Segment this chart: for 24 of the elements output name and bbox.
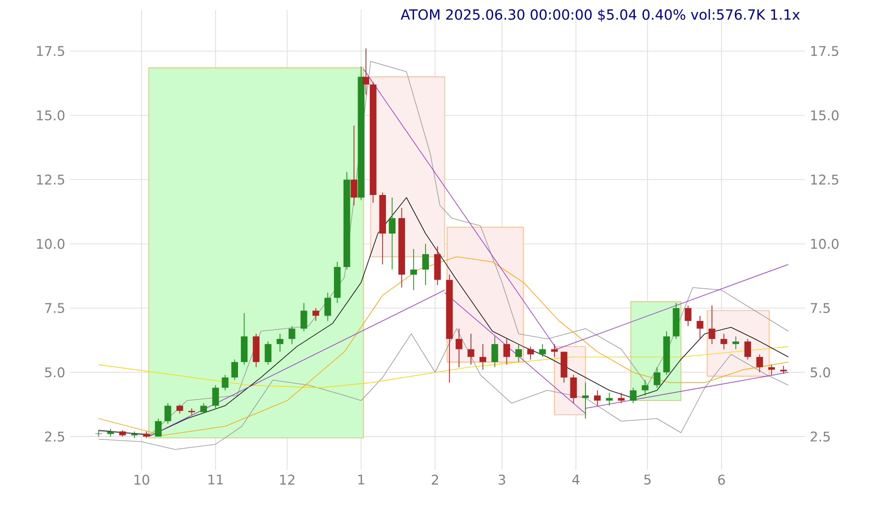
y-tick-label: 12.5 [37,174,64,185]
y-tick-label: 2.5 [45,432,64,442]
x-tick-label: 12 [280,474,294,485]
chart-title: ATOM 2025.06.30 00:00:00 $5.04 0.40% vol:576.7K 1.1x [400,9,800,22]
x-tick-label: 10 [134,474,150,485]
y2-tick-label: 2.5 [810,432,830,442]
x-tick-label: 4 [572,474,580,484]
y2-tick-label: 5.0 [810,367,830,378]
x-tick-label: 6 [718,474,725,485]
x-tick-label: 5 [644,474,651,485]
x-tick-label: 2 [432,474,438,485]
y2-tick-label: 17.5 [811,46,838,56]
y2-tick-label: 7.5 [810,303,830,314]
y2-tick-label: 10.0 [811,238,839,249]
x-tick-label: 11 [208,474,223,484]
y2-tick-label: 15.0 [811,110,839,120]
y-tick-label: 10.0 [37,238,64,249]
y-tick-label: 15.0 [37,110,64,120]
x-tick-label: 3 [498,474,506,485]
x-tick-label: 1 [358,474,364,484]
y-tick-label: 5.0 [45,367,64,378]
y-tick-label: 7.5 [45,303,64,314]
y-tick-label: 17.5 [37,46,64,56]
y2-tick-label: 12.5 [811,174,838,185]
